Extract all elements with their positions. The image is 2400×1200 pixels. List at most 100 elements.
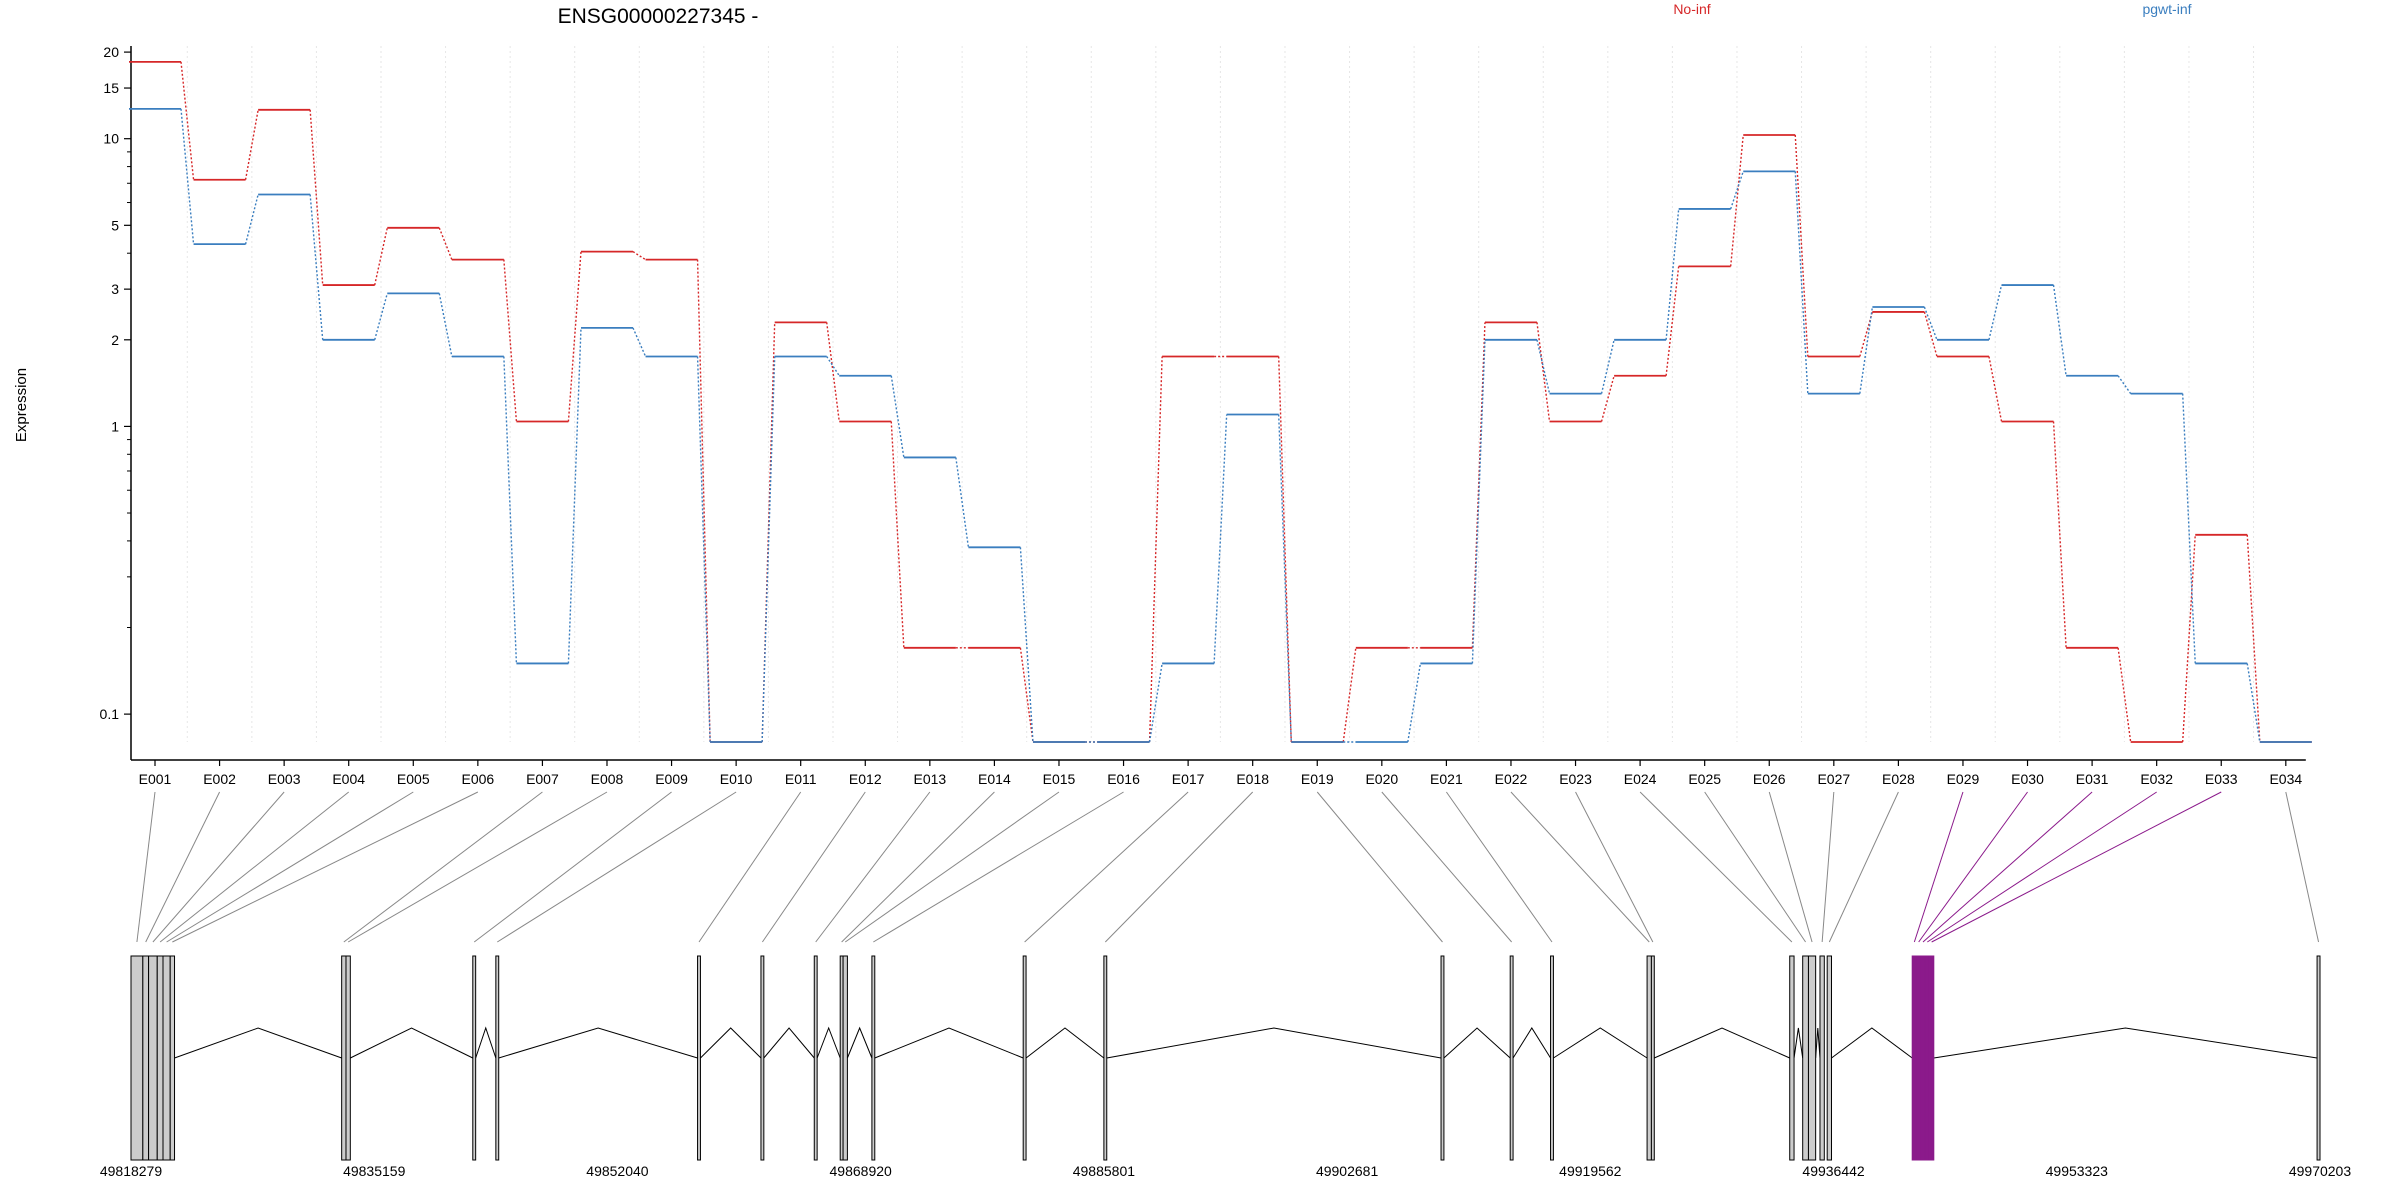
exon-box bbox=[1819, 955, 1825, 1161]
intron bbox=[763, 1027, 815, 1059]
series-connector bbox=[1600, 339, 1615, 394]
series-connector bbox=[2052, 284, 2067, 376]
series-connector bbox=[438, 293, 453, 357]
series-connector bbox=[1923, 306, 1938, 341]
exon-box bbox=[162, 955, 171, 1161]
series-connector bbox=[1213, 414, 1228, 664]
series-connector bbox=[180, 108, 195, 245]
x-tick-label: E030 bbox=[2011, 771, 2044, 787]
series-connector bbox=[1794, 171, 1809, 394]
exon-connector bbox=[1704, 791, 1806, 943]
exon-connector bbox=[1927, 791, 2157, 943]
x-tick-label: E023 bbox=[1559, 771, 1592, 787]
genomic-position-label: 49835159 bbox=[343, 1163, 406, 1179]
exon-connector bbox=[343, 791, 543, 943]
x-tick-label: E013 bbox=[913, 771, 946, 787]
exon-connector bbox=[1575, 791, 1654, 943]
exon-connector bbox=[1510, 791, 1650, 943]
intron bbox=[1815, 1027, 1821, 1059]
series-connector bbox=[309, 109, 324, 286]
intron bbox=[1025, 1027, 1105, 1059]
exon-box bbox=[1789, 955, 1795, 1161]
exon-box bbox=[1022, 955, 1027, 1161]
x-tick-label: E003 bbox=[268, 771, 301, 787]
intron bbox=[1443, 1027, 1511, 1059]
exon-connector bbox=[497, 791, 737, 943]
exon-box bbox=[1920, 955, 1926, 1161]
intron bbox=[1106, 1027, 1442, 1059]
x-tick-label: E008 bbox=[591, 771, 624, 787]
x-tick-label: E027 bbox=[1817, 771, 1850, 787]
x-tick-label: E032 bbox=[2140, 771, 2173, 787]
exon-connector bbox=[1381, 791, 1513, 943]
genomic-position-label: 49818279 bbox=[100, 1163, 163, 1179]
x-tick-label: E018 bbox=[1236, 771, 1269, 787]
exon-box bbox=[156, 955, 164, 1161]
series-connector bbox=[2246, 534, 2261, 743]
exon-box bbox=[760, 955, 765, 1161]
series-connector bbox=[955, 457, 970, 548]
exon-box bbox=[1807, 955, 1817, 1161]
x-tick-label: E021 bbox=[1430, 771, 1463, 787]
series-connector bbox=[1407, 663, 1422, 743]
x-tick-label: E006 bbox=[461, 771, 494, 787]
series-connector bbox=[503, 356, 518, 664]
exon-box bbox=[1916, 955, 1922, 1161]
exon-box bbox=[341, 955, 347, 1161]
series-connector bbox=[761, 356, 776, 743]
exon-connector bbox=[1024, 791, 1189, 943]
series-connector bbox=[503, 259, 518, 422]
exon-connector bbox=[844, 791, 1060, 943]
exon-box bbox=[169, 955, 176, 1161]
series-connector bbox=[1794, 134, 1809, 357]
intron bbox=[1793, 1027, 1804, 1059]
series-No-inf bbox=[129, 60, 2312, 743]
series-connector bbox=[374, 293, 388, 340]
series-connector bbox=[1277, 414, 1292, 743]
intron bbox=[498, 1027, 698, 1059]
exon-connector bbox=[1445, 791, 1553, 943]
series-connector bbox=[438, 227, 453, 260]
exon-box bbox=[1650, 955, 1655, 1161]
y-tick-label: 3 bbox=[111, 281, 119, 297]
exon-box bbox=[1924, 955, 1930, 1161]
series-connector bbox=[890, 421, 905, 648]
intron bbox=[1512, 1027, 1551, 1059]
x-tick-label: E001 bbox=[139, 771, 172, 787]
exon-box bbox=[871, 955, 876, 1161]
exon-connector bbox=[873, 791, 1124, 943]
exon-connector bbox=[1913, 791, 1964, 943]
chart-title: ENSG00000227345 - bbox=[558, 5, 759, 28]
series-connector bbox=[1277, 356, 1292, 743]
genomic-position-label: 49885801 bbox=[1073, 1163, 1136, 1179]
gene-model: 49818279 49835159 49852040 49868920 49885801… bbox=[100, 955, 2351, 1179]
exon-box bbox=[148, 955, 158, 1161]
exon-box bbox=[130, 955, 144, 1161]
exon-connector bbox=[815, 791, 931, 943]
exon-connector bbox=[152, 791, 285, 943]
x-tick-label: E022 bbox=[1495, 771, 1528, 787]
intron bbox=[1831, 1027, 1913, 1059]
x-tick-label: E004 bbox=[332, 771, 365, 787]
exon-box bbox=[813, 955, 818, 1161]
exon-connector bbox=[761, 791, 866, 943]
series-connector bbox=[309, 194, 324, 340]
x-tick-label: E031 bbox=[2076, 771, 2109, 787]
exon-connector bbox=[2285, 791, 2320, 943]
y-tick-label: 2 bbox=[111, 332, 119, 348]
x-tick-label: E019 bbox=[1301, 771, 1334, 787]
intron bbox=[1654, 1027, 1790, 1059]
series-connector bbox=[696, 356, 711, 743]
exon-box bbox=[1550, 955, 1554, 1161]
intron bbox=[1553, 1027, 1648, 1059]
y-tick-label: 10 bbox=[103, 131, 119, 147]
y-tick-label: 1 bbox=[111, 418, 119, 434]
series-connector bbox=[2117, 375, 2132, 395]
genomic-position-label: 49936442 bbox=[1802, 1163, 1865, 1179]
x-tick-label: E028 bbox=[1882, 771, 1915, 787]
exon-box bbox=[1802, 955, 1809, 1161]
series-lines bbox=[129, 60, 2312, 743]
series-connector bbox=[567, 327, 582, 664]
x-tick-label: E033 bbox=[2205, 771, 2238, 787]
